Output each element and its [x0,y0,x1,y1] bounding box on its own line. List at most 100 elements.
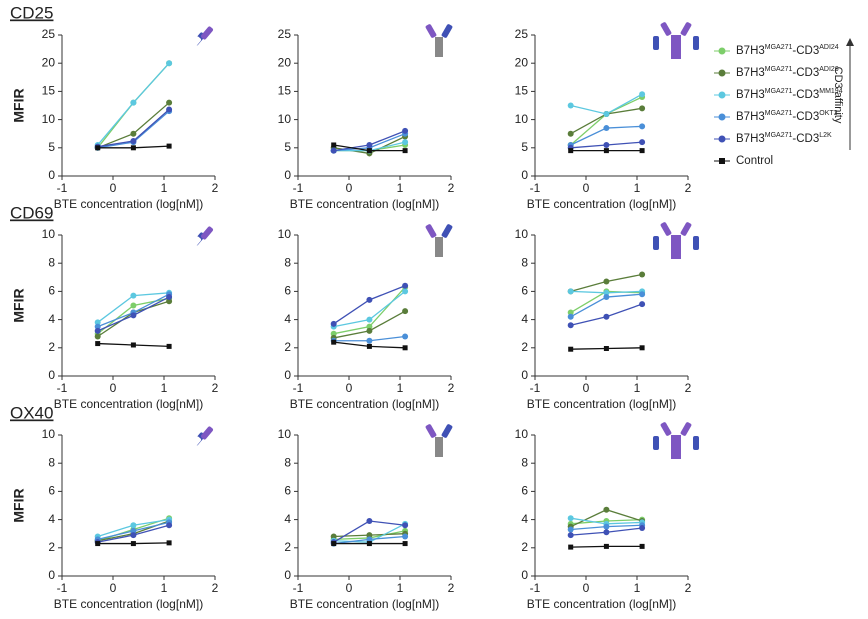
legend-label-part: -CD3 [792,45,819,57]
y-tick-label: 8 [284,255,291,269]
y-tick-label: 8 [48,455,55,469]
data-point [166,522,173,529]
data-point [639,123,646,130]
icon-part [653,436,659,450]
data-point [567,322,574,329]
x-tick-label: 0 [110,381,117,395]
data-point [639,345,645,351]
y-tick-label: 0 [284,368,291,382]
legend-label: B7H3MGA271-CD3OKT3 [736,110,838,123]
data-point [366,316,373,323]
legend-label-part: MGA271 [765,44,793,51]
data-point [603,294,610,301]
antibody-icon [425,424,453,457]
data-point [166,106,173,113]
data-point [130,541,136,547]
data-point [402,282,409,289]
x-tick-label: 2 [685,381,692,395]
legend-label-part: B7H3 [736,67,765,79]
data-point [402,541,408,547]
y-tick-label: 6 [284,484,291,498]
data-point [130,532,137,539]
icon-part [653,236,659,250]
data-point [366,327,373,334]
legend-label-part: B7H3 [736,45,765,57]
y-tick-label: 2 [48,340,55,354]
y-tick-label: 0 [284,168,291,182]
y-tick-label: 4 [48,312,55,326]
legend-label: Control [736,155,773,167]
data-point [166,143,172,149]
y-axis-label: MFIR [11,288,27,322]
antibody-icon [653,422,699,459]
x-axis-label: BTE concentration (log[nM]) [54,597,203,611]
icon-part [671,35,681,59]
data-point [130,342,136,348]
legend-label-part: L2K [819,132,832,139]
data-point [568,148,574,154]
y-tick-label: 20 [42,55,56,69]
y-tick-label: 10 [515,427,529,441]
data-point [402,308,409,315]
y-tick-label: 25 [515,27,529,41]
data-point [603,346,609,352]
data-point [366,296,373,303]
data-point [366,518,373,525]
icon-part [201,26,213,40]
data-point [639,525,646,532]
x-tick-label: 2 [448,581,455,595]
icon-part [441,24,453,38]
data-point [166,540,172,546]
icon-part [425,24,437,38]
data-point [568,544,574,550]
data-point [330,320,337,327]
y-axis-label: MFIR [11,88,27,122]
data-point [94,319,101,326]
x-tick-label: -1 [530,181,541,195]
data-point [130,130,137,137]
legend-label: B7H3MGA271-CD3L2K [736,132,832,145]
affinity-arrowhead [846,38,854,46]
icon-part [201,226,213,240]
y-tick-label: 6 [284,284,291,298]
x-tick-label: 1 [161,181,168,195]
y-tick-label: 8 [284,455,291,469]
x-tick-label: 2 [448,181,455,195]
x-tick-label: 2 [448,381,455,395]
y-tick-label: 2 [48,540,55,554]
data-point [639,91,646,98]
x-tick-label: -1 [293,181,304,195]
x-axis-label: BTE concentration (log[nM]) [54,197,203,211]
affinity-label: CD3 affinity [832,67,844,124]
y-tick-label: 2 [284,340,291,354]
legend-label-part: B7H3 [736,111,765,123]
data-point [603,313,610,320]
legend-label-part: MGA271 [765,132,793,139]
data-point [639,301,646,308]
data-point [94,327,101,334]
y-tick-label: 20 [278,55,292,69]
y-tick-label: 6 [48,484,55,498]
data-point [95,145,101,151]
data-point [366,541,372,547]
y-tick-label: 6 [521,484,528,498]
data-point [639,139,646,146]
y-axis-label: MFIR [11,488,27,522]
data-point [366,148,372,154]
data-point [166,298,173,305]
x-tick-label: 0 [110,181,117,195]
x-tick-label: 1 [634,181,641,195]
legend-label-part: B7H3 [736,89,765,101]
data-point [330,330,337,337]
y-tick-label: 5 [48,140,55,154]
data-point [639,291,646,298]
data-point [603,141,610,148]
data-point [639,105,646,112]
antibody-icon [189,26,213,50]
data-point [639,148,645,154]
icon-part [680,422,692,436]
legend-label-part: MM194 [819,88,842,95]
icon-part [693,236,699,250]
data-point [95,541,101,547]
legend-label: B7H3MGA271-CD3ADI24 [736,44,839,57]
